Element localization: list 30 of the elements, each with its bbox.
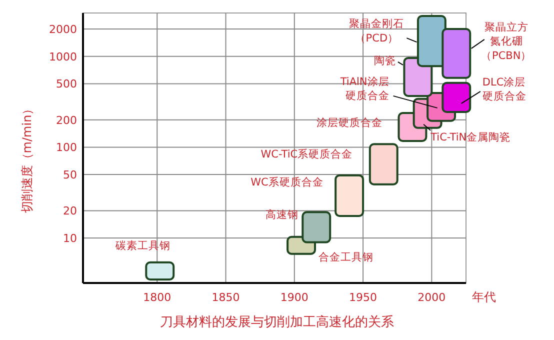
series-label: 陶瓷 (374, 54, 396, 67)
series-label: DLC涂层硬质合金 (482, 76, 526, 103)
series-label: TiC-TiN金属陶瓷 (430, 131, 511, 144)
y-tick-label: 50 (63, 168, 77, 182)
x-tick-label: 2000 (418, 291, 446, 304)
x-tick-label: 1950 (349, 291, 378, 304)
bar (368, 143, 398, 186)
y-tick-label: 100 (56, 141, 77, 154)
y-tick-label: 500 (56, 78, 77, 91)
x-tick-label: 1900 (280, 291, 308, 304)
x-tick-label: 1850 (212, 291, 240, 304)
series-label: 高速钢 (265, 208, 298, 222)
series-label: WC-TiC系硬质合金 (260, 147, 353, 160)
y-axis-title: 切削速度（m/min） (20, 102, 34, 214)
text: 刀具材料的发展与切削加工高速化的关系 (160, 314, 394, 330)
y-tick-label: 2000 (49, 23, 77, 36)
series-label: 合金工具钢 (318, 250, 374, 264)
y-tick-label: 1000 (49, 50, 77, 64)
bar (442, 82, 472, 113)
bar (145, 261, 175, 280)
series-label: WC系硬质合金 (250, 176, 324, 189)
series-label: 聚晶立方氮化硼（PCBN） (481, 20, 532, 62)
series-label: 聚晶金刚石（PCD） (349, 18, 404, 44)
bar (334, 174, 364, 217)
y-tick-label: 200 (56, 114, 77, 127)
y-tick-label: 10 (63, 232, 77, 246)
y-tick-label: 20 (63, 204, 77, 218)
x-tick-label: 1800 (143, 291, 172, 304)
x-axis-title: 年代 (472, 290, 496, 304)
series-label: 碳素工具钢 (114, 238, 170, 252)
